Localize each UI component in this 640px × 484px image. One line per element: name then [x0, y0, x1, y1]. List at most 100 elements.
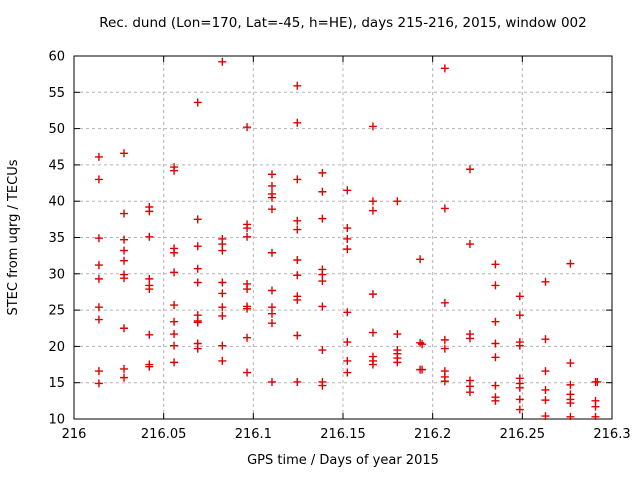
data-point-marker [418, 365, 427, 374]
y-tick-label: 10 [48, 413, 65, 428]
data-point-marker [94, 261, 103, 270]
data-point-marker [393, 358, 402, 367]
data-point-marker [416, 255, 425, 264]
data-point-marker [318, 168, 327, 177]
data-point-marker [491, 317, 500, 326]
data-point-marker [293, 377, 302, 386]
data-point-marker [343, 368, 352, 377]
grid-lines [74, 56, 612, 419]
y-tick-label: 60 [48, 50, 65, 65]
data-point-marker [218, 303, 227, 312]
data-point-marker [541, 367, 550, 376]
y-tick-label: 50 [48, 122, 65, 137]
data-point-marker [491, 339, 500, 348]
tick-labels: 216 216.05 216.1 216.15 216.2 216.25 216.3 10 15… [48, 50, 630, 443]
data-point-marker [440, 298, 449, 307]
data-point-marker [566, 380, 575, 389]
data-point-marker [566, 399, 575, 408]
data-point-marker [515, 383, 524, 392]
data-point-marker [193, 215, 202, 224]
data-point-marker [293, 256, 302, 265]
data-point-marker [491, 353, 500, 362]
data-point-marker [218, 278, 227, 287]
data-point-marker [318, 346, 327, 355]
x-tick-label: 216.2 [414, 427, 451, 442]
data-point-marker [566, 359, 575, 368]
data-point-marker [170, 166, 179, 175]
x-tick-label: 216.1 [235, 427, 272, 442]
data-point-marker [465, 334, 474, 343]
data-point-marker [566, 412, 575, 420]
data-point-marker [368, 360, 377, 369]
data-point-marker [393, 330, 402, 339]
x-tick-label: 216.3 [593, 427, 630, 442]
y-tick-label: 55 [48, 86, 65, 101]
data-point-marker [293, 175, 302, 184]
data-point-marker [193, 264, 202, 273]
data-point-marker [243, 224, 252, 233]
data-point-marker [440, 335, 449, 344]
data-point-marker [145, 232, 154, 241]
data-point-marker [541, 412, 550, 420]
data-point-marker [243, 304, 252, 313]
data-point-marker [318, 277, 327, 286]
data-point-marker [120, 256, 129, 265]
data-point-marker [120, 209, 129, 218]
data-point-marker [218, 311, 227, 320]
data-point-marker [515, 395, 524, 404]
y-tick-label: 25 [48, 304, 65, 319]
data-point-marker [440, 64, 449, 73]
data-point-marker [318, 381, 327, 390]
data-point-marker [243, 123, 252, 132]
data-point-marker [243, 285, 252, 294]
data-point-marker [193, 98, 202, 107]
y-axis-label: STEC from uqrg / TECUs [6, 159, 21, 315]
y-tick-label: 45 [48, 158, 65, 173]
data-point-marker [170, 301, 179, 310]
data-point-marker [218, 341, 227, 350]
data-point-marker [267, 193, 276, 202]
data-point-marker [343, 186, 352, 195]
data-point-marker [343, 356, 352, 365]
data-point-marker [120, 324, 129, 333]
data-point-marker [515, 292, 524, 301]
data-point-marker [120, 246, 129, 255]
axis-ticks [73, 55, 613, 420]
data-point-marker [491, 396, 500, 405]
data-point-marker [515, 405, 524, 414]
data-point-marker [491, 260, 500, 269]
data-point-marker [193, 242, 202, 251]
data-point-marker [94, 303, 103, 312]
data-point-marker [170, 330, 179, 339]
data-point-marker [293, 118, 302, 127]
data-point-marker [591, 412, 600, 420]
data-point-marker [541, 335, 550, 344]
data-point-marker [267, 170, 276, 179]
data-point-marker [343, 224, 352, 233]
data-point-marker [218, 57, 227, 66]
data-point-marker [120, 235, 129, 244]
data-point-marker [218, 289, 227, 298]
data-point-marker [393, 197, 402, 206]
data-point-marker [267, 309, 276, 318]
data-point-marker [293, 295, 302, 304]
data-point-marker [267, 181, 276, 190]
data-point-marker [343, 338, 352, 347]
data-point-marker [440, 204, 449, 213]
data-point-marker [243, 368, 252, 377]
y-tick-label: 35 [48, 231, 65, 246]
data-point-marker [170, 341, 179, 350]
data-point-marker [267, 286, 276, 295]
data-point-marker [145, 207, 154, 216]
data-point-marker [193, 344, 202, 353]
data-point-marker [566, 259, 575, 268]
data-point-marker [267, 377, 276, 386]
data-point-marker [120, 364, 129, 373]
data-point-marker [267, 205, 276, 214]
data-point-marker [293, 216, 302, 225]
y-tick-label: 40 [48, 195, 65, 210]
data-point-marker [318, 187, 327, 196]
data-point-marker [515, 311, 524, 320]
